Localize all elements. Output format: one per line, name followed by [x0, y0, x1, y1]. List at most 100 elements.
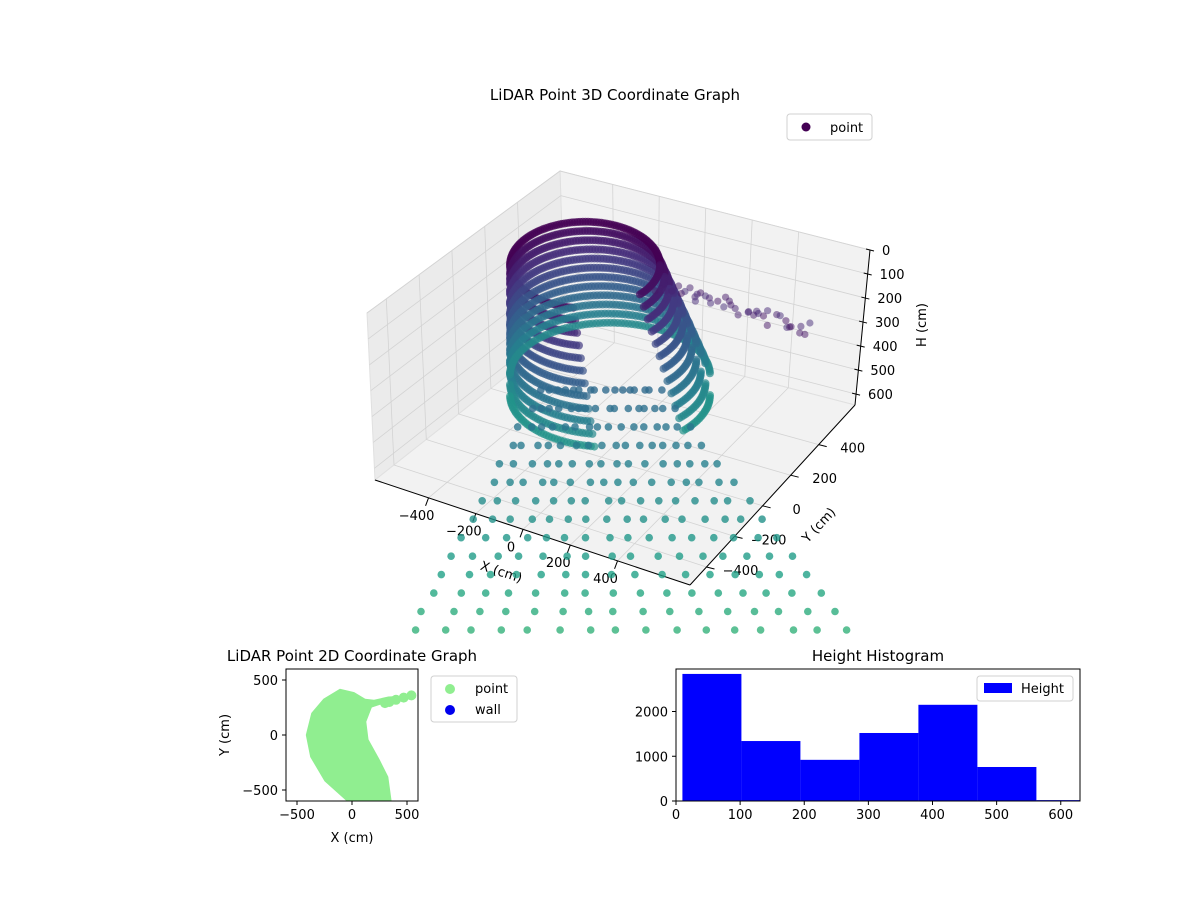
histogram-bar [682, 673, 742, 801]
scatter-3d-point [666, 607, 674, 616]
scatter-3d-point [686, 460, 694, 468]
scatter-3d-point [512, 570, 521, 579]
scatter-3d-point [544, 441, 553, 450]
y-tick-label-2d: 500 [253, 674, 278, 689]
y-tick-label-2d: 0 [270, 729, 278, 744]
grid-line-x-back [700, 208, 707, 366]
scatter-3d-point [775, 570, 784, 579]
scatter-3d-point [658, 386, 666, 394]
scatter-3d-point [630, 386, 638, 394]
scatter-3d-point [663, 589, 671, 597]
scatter-3d-point [514, 552, 523, 560]
grid-line-x [617, 387, 789, 562]
histogram-ticks: 0 100 200 300 400 500 600 0 1000 2000 [635, 706, 1073, 823]
scatter-3d-point [715, 478, 723, 487]
grid-line-y-left [418, 274, 427, 440]
legend-2d-label-wall: wall [475, 703, 501, 718]
scatter-3d-point [504, 589, 513, 597]
y-tick [706, 566, 715, 570]
scatter-3d-point [691, 297, 700, 305]
scatter-3d-point [651, 404, 659, 413]
y-tick-label-hist: 0 [660, 795, 668, 810]
scatter-3d-point [506, 380, 514, 389]
scatter-3d-point [621, 441, 630, 450]
scatter-3d-point [537, 423, 546, 431]
scatter-3d-point [537, 570, 545, 579]
x-tick-label-hist: 300 [856, 808, 881, 823]
scatter-3d-point [626, 552, 635, 560]
scatter-3d-point [755, 570, 764, 579]
scatter-3d-point [706, 570, 714, 579]
scatter-3d-point [635, 290, 644, 299]
scatter-3d-point [581, 533, 590, 542]
scatter-3d-point [602, 386, 610, 394]
scatter-3d-point [774, 607, 783, 616]
scatter-3d-point [645, 533, 653, 542]
chart-histogram: Height Histogram 0 100 200 300 400 500 600 0 100… [635, 647, 1081, 823]
scatter-3d-point [681, 287, 689, 296]
scatter-3d-point [554, 404, 563, 413]
scatter-3d-point [661, 515, 669, 523]
scatter-3d-point [555, 460, 563, 468]
scatter-3d-point [560, 589, 569, 597]
scatter-3d-point [659, 460, 667, 468]
x-tick [425, 497, 430, 507]
grid-line-x-back [787, 231, 800, 388]
scatter-3d-point [523, 626, 531, 634]
scatter-3d-point [617, 423, 625, 431]
scatter-3d-point [465, 570, 474, 579]
y-tick-label-hist: 2000 [635, 706, 668, 721]
scatter-3d-point [543, 460, 552, 468]
scatter-3d-point [564, 515, 573, 523]
histogram-bar [800, 759, 860, 801]
scatter-3d-point [691, 497, 699, 505]
scatter-3d-point [537, 404, 545, 413]
scatter-3d-point [610, 404, 619, 413]
scatter-3d-point [545, 404, 553, 413]
grid-line-z [563, 269, 861, 347]
scatter-3d-point [569, 386, 578, 394]
scatter-3d-point [490, 478, 499, 487]
z-axis-label-3d: H (cm) [915, 303, 930, 347]
y-tick [818, 444, 827, 448]
scatter-3d-point [763, 321, 771, 329]
legend-2d-marker-point [445, 684, 455, 694]
scatter-3d-point [734, 311, 742, 319]
scatter-3d-point [723, 497, 732, 505]
scatter-3d-point [802, 570, 811, 579]
scatter-3d-point [746, 497, 754, 505]
scatter-3d-point [701, 359, 710, 368]
scatter-3d-point [513, 423, 522, 431]
scatter-3d-point [831, 607, 839, 616]
scatter-3d-point [529, 404, 537, 413]
scatter-3d-point [506, 392, 514, 401]
grid-line-x [475, 353, 659, 514]
grid-line-z-left [368, 195, 562, 340]
scatter-3d-point [561, 423, 570, 431]
scatter-3d-point [729, 533, 738, 542]
scatter-3d-point [457, 589, 466, 597]
scatter-3d-point [640, 423, 648, 431]
scatter-3d-point [758, 515, 766, 523]
scatter-3d-point [653, 423, 661, 431]
x-tick-label-2d: 0 [348, 808, 356, 823]
scatter-3d-point [502, 533, 511, 542]
histogram-bar [859, 732, 919, 801]
scatter-3d-point [687, 533, 696, 542]
scatter-2d-points [305, 688, 417, 801]
scatter-3d-point [450, 607, 458, 616]
scatter-3d-point [437, 570, 446, 579]
scatter-3d-point [575, 386, 583, 394]
z-tick [861, 296, 870, 300]
scatter-3d-point [581, 497, 589, 505]
x-tick-label-hist: 600 [1048, 808, 1073, 823]
chart-3d: LiDAR Point 3D Coordinate Graph −400 −200… [366, 86, 930, 634]
scatter-3d-point [581, 589, 589, 597]
scatter-3d-point [675, 552, 684, 560]
scatter-3d-point [486, 570, 495, 579]
ticks-2d: −500−500 0 0 500 500 [242, 674, 419, 823]
scatter-3d-point [736, 515, 745, 523]
scatter-3d-point [629, 478, 638, 487]
scatter-3d-point [538, 478, 547, 487]
